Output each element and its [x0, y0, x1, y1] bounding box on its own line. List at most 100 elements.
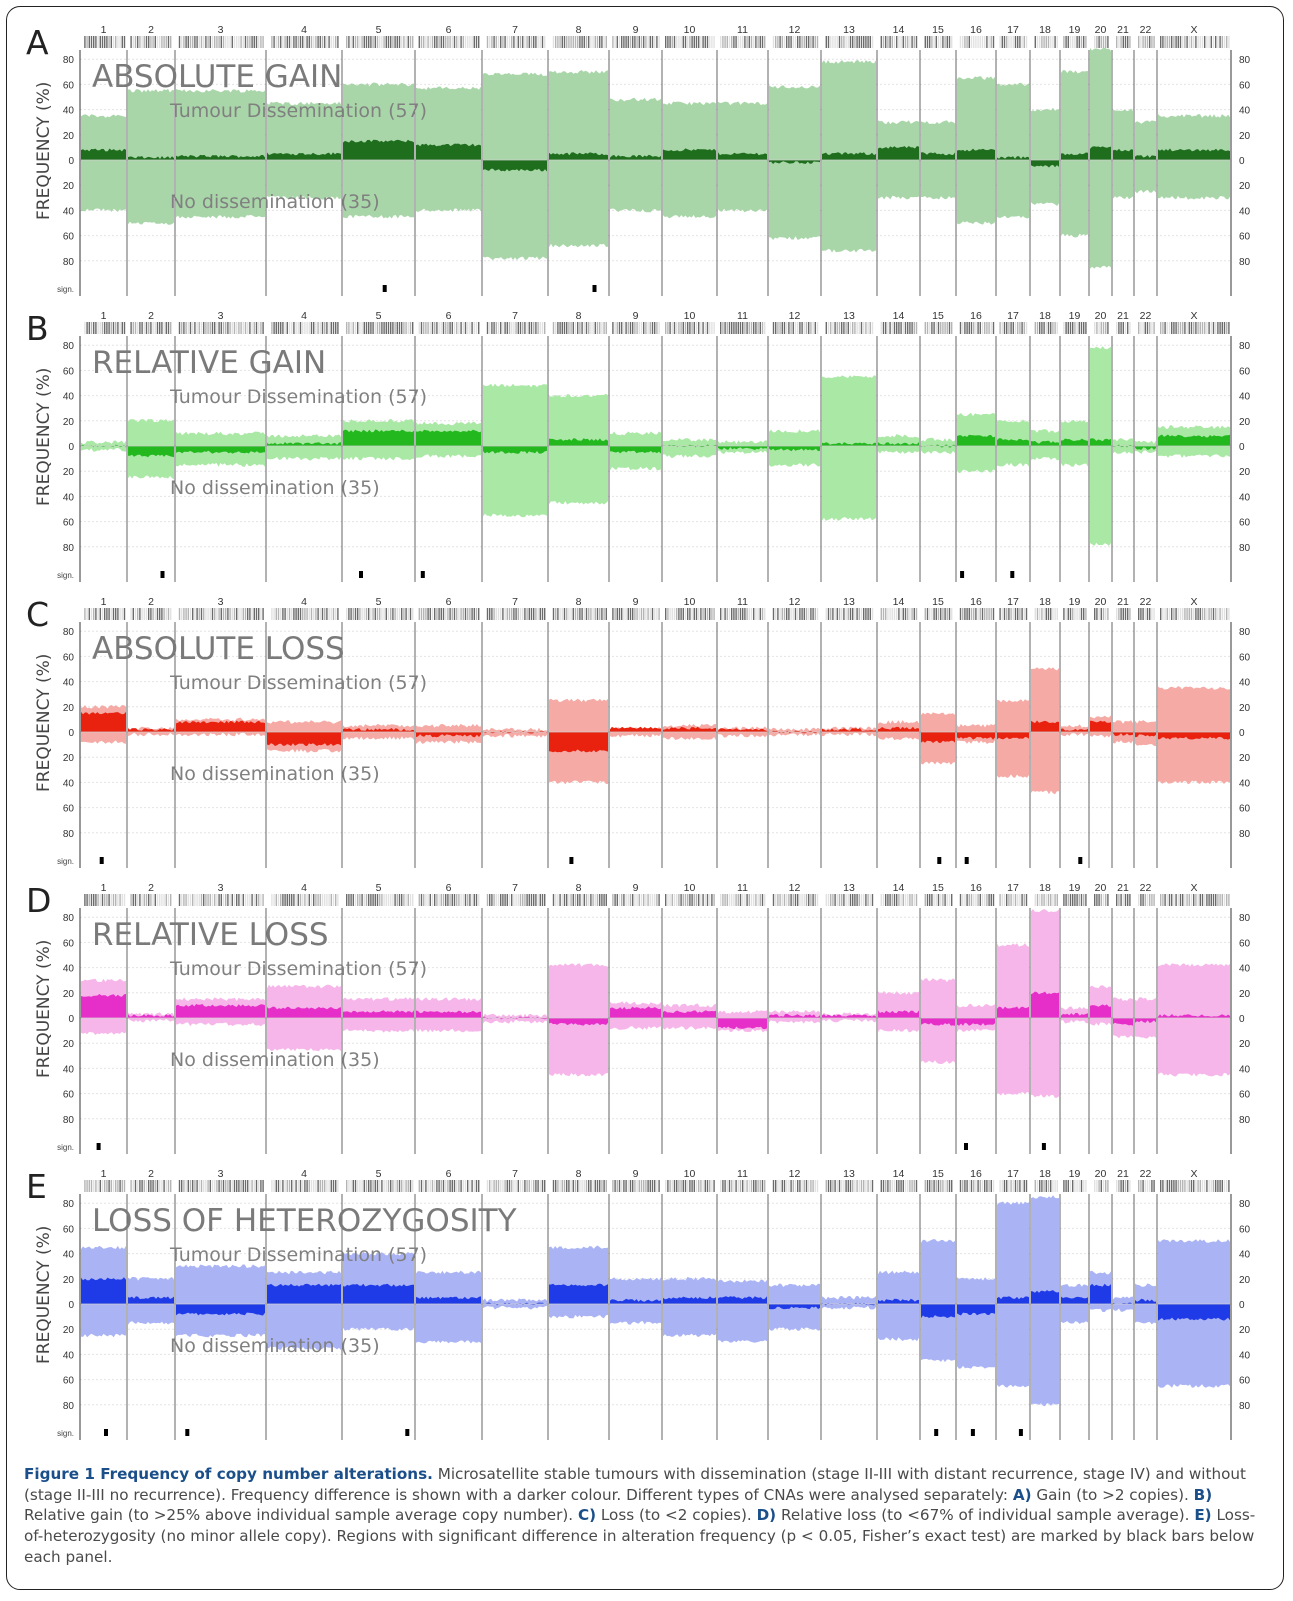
ideogram-band: [1149, 36, 1151, 48]
ideogram-band: [544, 1180, 546, 1192]
ideogram-band: [1012, 36, 1014, 48]
ideogram-band: [99, 322, 101, 334]
ideogram-band: [352, 1180, 354, 1192]
ideogram-band: [1107, 1180, 1109, 1192]
ideogram-band: [808, 608, 810, 620]
area-frequency-difference: [822, 152, 876, 160]
ideogram-band: [676, 322, 678, 334]
ideogram-band: [1017, 1180, 1019, 1192]
ideogram-band: [713, 36, 715, 48]
ideogram-band: [1052, 1180, 1054, 1192]
ideogram-band: [1153, 894, 1155, 906]
ideogram-band: [1065, 322, 1067, 334]
ideogram-band: [805, 322, 808, 334]
ideogram-band: [746, 608, 748, 620]
area-tumour-dissemination: [81, 440, 126, 446]
ideogram-band: [838, 36, 841, 48]
area-frequency-difference: [769, 160, 820, 164]
ideogram-band: [328, 322, 330, 334]
ideogram-band: [1164, 36, 1166, 48]
ideogram-band: [539, 322, 541, 334]
ideogram-band: [1184, 608, 1186, 620]
ideogram-band: [1069, 894, 1072, 906]
ideogram-band: [772, 1180, 775, 1192]
ideogram-band: [1069, 322, 1072, 334]
ideogram-band: [645, 322, 647, 334]
ideogram-band: [860, 608, 863, 620]
ideogram-band: [858, 36, 860, 48]
ideogram-band: [1063, 894, 1065, 906]
ideogram-band: [337, 1180, 339, 1192]
y-tick-right: 80: [1239, 913, 1251, 924]
y-tick-left: 80: [63, 543, 75, 554]
ideogram-band: [594, 36, 596, 48]
ideogram-band: [185, 894, 187, 906]
ideogram-band: [999, 36, 1001, 48]
ideogram-band: [691, 1180, 693, 1192]
ideogram-band: [1050, 894, 1052, 906]
ideogram-band: [946, 608, 948, 620]
ideogram-band: [1160, 36, 1162, 48]
area-frequency-difference: [1135, 446, 1156, 450]
ideogram-band: [687, 608, 689, 620]
ideogram-band: [854, 36, 856, 48]
ideogram-band: [526, 36, 528, 48]
ideogram-band: [447, 1180, 449, 1192]
area-tumour-dissemination: [718, 101, 767, 160]
ideogram-band: [502, 322, 504, 334]
ideogram-band: [86, 1180, 88, 1192]
ideogram-band: [1184, 894, 1186, 906]
ideogram-band: [1023, 608, 1025, 620]
ideogram-band: [1173, 1180, 1175, 1192]
ideogram-band: [1217, 608, 1219, 620]
ideogram-band: [119, 608, 121, 620]
ideogram-band: [440, 36, 442, 48]
ideogram-band: [1175, 36, 1177, 48]
area-frequency-difference: [549, 732, 608, 753]
ideogram-band: [315, 322, 317, 334]
ideogram-band: [297, 894, 299, 906]
area-no-dissemination: [267, 1018, 341, 1052]
ideogram-band: [361, 1180, 363, 1192]
ideogram-band: [1195, 1180, 1197, 1192]
ideogram-band: [372, 1180, 374, 1192]
area-no-dissemination: [128, 160, 174, 225]
ideogram-band: [216, 608, 218, 620]
ideogram-band: [684, 36, 687, 48]
area-no-dissemination: [81, 160, 126, 212]
ideogram-band: [519, 894, 522, 906]
ideogram-band: [744, 322, 746, 334]
ideogram-band: [84, 322, 86, 334]
ideogram-band: [106, 36, 108, 48]
ideogram-band: [438, 1180, 440, 1192]
area-no-dissemination: [81, 732, 126, 744]
ideogram-band: [467, 322, 469, 334]
ideogram-band: [533, 608, 535, 620]
ideogram-band: [863, 322, 865, 334]
area-no-dissemination: [769, 732, 820, 737]
ideogram-band: [313, 36, 315, 48]
ideogram-band: [594, 894, 596, 906]
ideogram-band: [869, 894, 871, 906]
ideogram-band: [568, 608, 570, 620]
ideogram-band: [968, 1180, 970, 1192]
ideogram-band: [139, 894, 141, 906]
ideogram-band: [1149, 608, 1151, 620]
ideogram-band: [885, 608, 887, 620]
y-tick-right: 20: [1239, 131, 1251, 142]
chromosome-label: 19: [1069, 596, 1081, 608]
ideogram-band: [319, 322, 321, 334]
ideogram-band: [489, 608, 491, 620]
ideogram-band: [240, 608, 242, 620]
ideogram-band: [508, 608, 511, 620]
area-frequency-difference: [1090, 438, 1111, 446]
ideogram-band: [326, 1180, 328, 1192]
ideogram-band: [1034, 894, 1036, 906]
ideogram-band: [1188, 36, 1190, 48]
ideogram-band: [759, 322, 761, 334]
ideogram-band: [354, 322, 357, 334]
ideogram-band: [183, 894, 185, 906]
area-no-dissemination: [997, 1304, 1029, 1388]
ideogram-band: [1160, 894, 1162, 906]
ideogram-band: [427, 36, 429, 48]
